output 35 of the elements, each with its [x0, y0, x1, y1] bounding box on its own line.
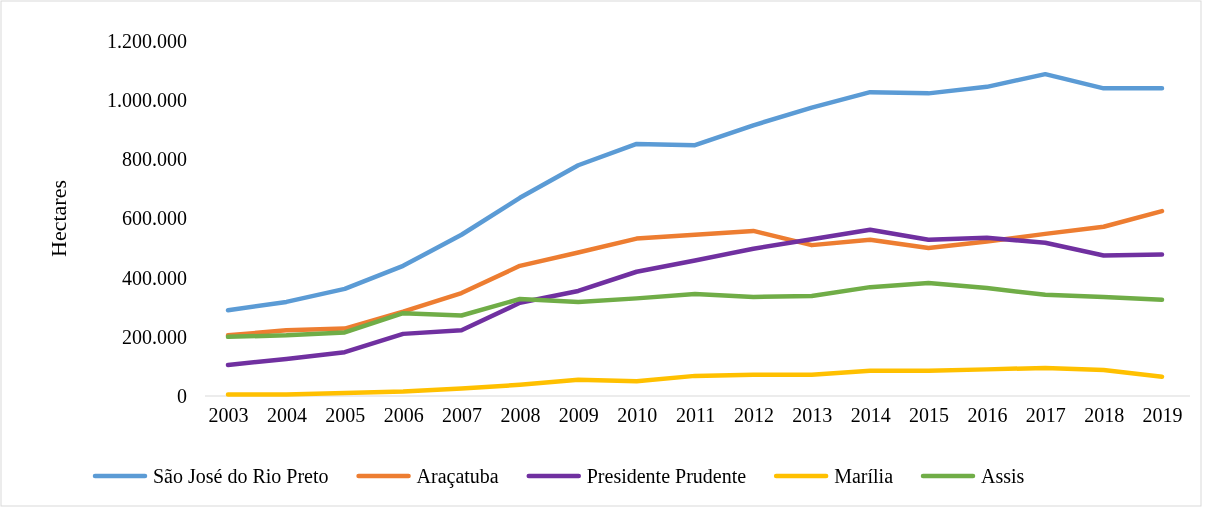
legend-label: São José do Rio Preto [153, 465, 329, 487]
x-tick-label: 2006 [383, 404, 424, 427]
legend-label: Araçatuba [416, 465, 499, 488]
x-tick-label: 2018 [1084, 404, 1125, 427]
y-tick-label: 0 [177, 384, 187, 407]
y-tick-label: 1.000.000 [107, 89, 187, 112]
line-series [225, 227, 1165, 368]
y-tick-label: 200.000 [122, 325, 187, 348]
legend-label: Marília [834, 465, 894, 487]
x-tick-label: 2008 [500, 404, 541, 427]
y-axis-title: Hectares [46, 180, 71, 257]
legend-label: Presidente Prudente [586, 465, 747, 487]
y-tick-label: 800.000 [122, 148, 187, 171]
line-series [225, 280, 1165, 340]
x-tick-label: 2016 [967, 404, 1008, 427]
line-series [225, 365, 1165, 397]
x-tick-label: 2012 [733, 404, 774, 427]
x-tick-label: 2013 [792, 404, 833, 427]
x-tick-label: 2004 [266, 404, 307, 427]
x-tick-label: 2009 [558, 404, 599, 427]
y-tick-label: 400.000 [122, 266, 187, 289]
x-tick-label: 2005 [325, 404, 366, 427]
x-tick-label: 2011 [675, 404, 716, 427]
x-tick-label: 2007 [442, 404, 482, 427]
x-tick-label: 2017 [1025, 404, 1066, 427]
y-tick-label: 600.000 [122, 207, 187, 230]
y-tick-label: 1.200.000 [107, 29, 187, 52]
x-tick-label: 2014 [850, 404, 891, 427]
line-series [225, 71, 1165, 313]
line-series [225, 208, 1165, 338]
legend-label: Assis [981, 465, 1025, 487]
x-tick-label: 2015 [909, 404, 949, 427]
x-tick-label: 2010 [617, 404, 658, 427]
x-tick-label: 2019 [1142, 404, 1183, 427]
x-tick-label: 2003 [208, 404, 249, 427]
